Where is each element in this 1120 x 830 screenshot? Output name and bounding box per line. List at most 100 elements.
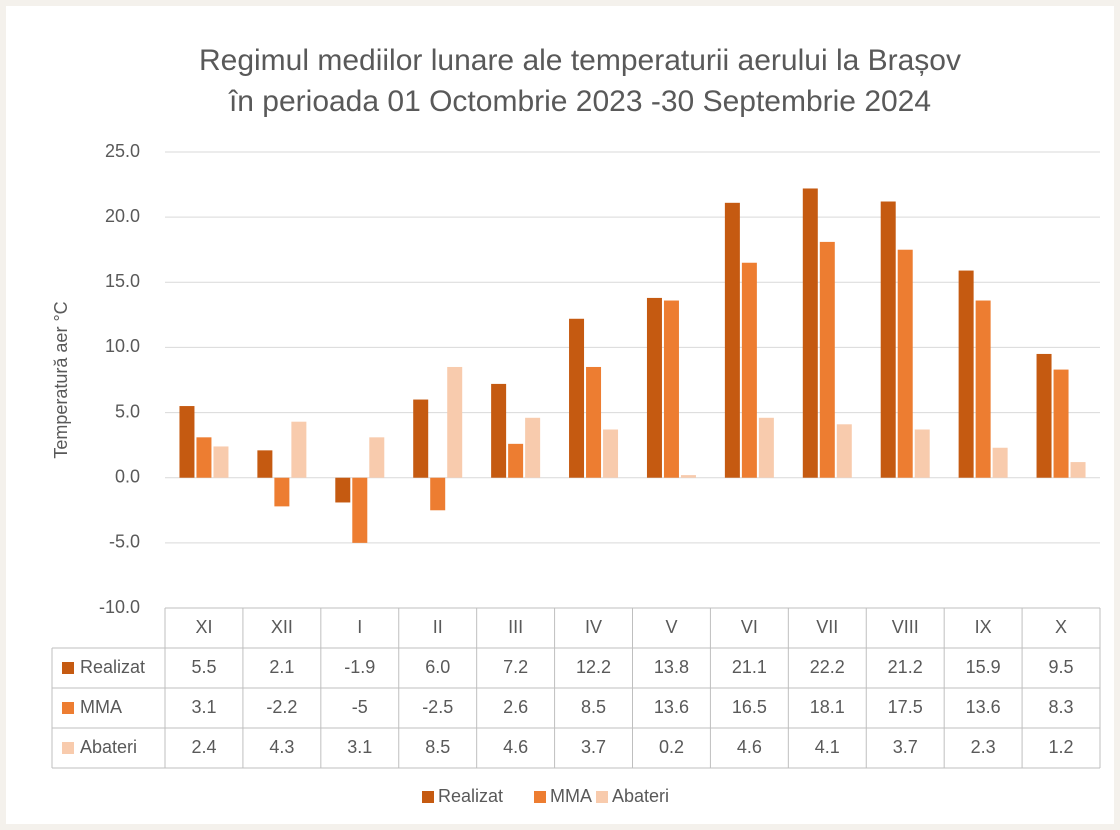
x-tick-label: X: [1055, 617, 1067, 637]
table-row-label: MMA: [80, 697, 122, 717]
data-label: 8.5: [425, 737, 450, 757]
data-label: 7.2: [503, 657, 528, 677]
data-label: 4.6: [737, 737, 762, 757]
data-label: 17.5: [888, 697, 923, 717]
bar: [196, 437, 212, 478]
legend-key: [596, 791, 608, 803]
data-label: -2.5: [422, 697, 453, 717]
data-label: 8.3: [1049, 697, 1074, 717]
bar: [1053, 369, 1069, 478]
bar: [836, 424, 852, 478]
bar: [914, 429, 930, 478]
bar: [257, 450, 273, 478]
chart-title: în perioada 01 Octombrie 2023 -30 Septem…: [228, 85, 931, 118]
bar: [179, 406, 195, 478]
data-label: 13.6: [654, 697, 689, 717]
bar: [758, 417, 774, 478]
data-label: 4.1: [815, 737, 840, 757]
bar: [880, 201, 896, 478]
x-tick-label: II: [433, 617, 443, 637]
bar: [352, 477, 368, 543]
bar: [274, 477, 290, 507]
bar: [525, 417, 541, 478]
legend-label: MMA: [550, 786, 592, 806]
data-label: 2.6: [503, 697, 528, 717]
x-tick-label: I: [357, 617, 362, 637]
bar: [975, 300, 991, 478]
data-label: 21.2: [888, 657, 923, 677]
data-label: 5.5: [191, 657, 216, 677]
bar: [1036, 353, 1052, 478]
data-label: -5: [352, 697, 368, 717]
table-legend-key: [62, 702, 74, 714]
chart-title: Regimul mediilor lunare ale temperaturii…: [199, 44, 961, 77]
bar: [491, 383, 507, 478]
x-tick-label: VIII: [892, 617, 919, 637]
bar: [430, 477, 446, 511]
data-label: 13.8: [654, 657, 689, 677]
legend-label: Abateri: [612, 786, 669, 806]
y-axis-label: Temperatură aer °C: [51, 301, 71, 458]
x-tick-label: VII: [816, 617, 838, 637]
bar: [1070, 462, 1086, 478]
x-tick-label: XII: [271, 617, 293, 637]
bar: [958, 270, 974, 478]
x-tick-label: IV: [585, 617, 602, 637]
bar: [603, 429, 619, 478]
data-label: 1.2: [1049, 737, 1074, 757]
x-tick-label: VI: [741, 617, 758, 637]
data-label: 2.1: [269, 657, 294, 677]
data-label: 3.1: [191, 697, 216, 717]
bar: [897, 249, 913, 478]
data-label: 0.2: [659, 737, 684, 757]
data-label: -1.9: [344, 657, 375, 677]
data-label: 16.5: [732, 697, 767, 717]
data-label: 22.2: [810, 657, 845, 677]
table-legend-key: [62, 662, 74, 674]
bar: [646, 297, 662, 478]
y-tick-label: -5.0: [109, 532, 140, 552]
y-tick-label: 5.0: [115, 401, 140, 421]
bar: [508, 443, 524, 478]
y-tick-label: 0.0: [115, 466, 140, 486]
x-tick-label: III: [508, 617, 523, 637]
y-tick-label: 20.0: [105, 206, 140, 226]
bar: [213, 446, 229, 478]
bar: [819, 241, 835, 478]
bar: [369, 437, 385, 478]
y-tick-label: 10.0: [105, 336, 140, 356]
data-label: 9.5: [1049, 657, 1074, 677]
bar: [569, 318, 585, 478]
bar: [413, 399, 429, 478]
table-legend-key: [62, 742, 74, 754]
bar: [291, 421, 307, 478]
data-label: 18.1: [810, 697, 845, 717]
bar: [447, 366, 463, 478]
data-label: 15.9: [966, 657, 1001, 677]
data-label: 3.7: [893, 737, 918, 757]
bar: [335, 477, 351, 503]
y-tick-label: 15.0: [105, 271, 140, 291]
y-tick-label: -10.0: [99, 597, 140, 617]
data-label: 6.0: [425, 657, 450, 677]
data-label: 2.4: [191, 737, 216, 757]
data-label: 2.3: [971, 737, 996, 757]
data-label: 13.6: [966, 697, 1001, 717]
x-tick-label: IX: [975, 617, 992, 637]
legend-key: [422, 791, 434, 803]
bar: [586, 366, 602, 478]
table-row-label: Realizat: [80, 657, 145, 677]
bar: [680, 475, 696, 478]
chart-area: [6, 6, 1114, 824]
legend-label: Realizat: [438, 786, 503, 806]
bar: [802, 188, 818, 478]
data-label: 3.7: [581, 737, 606, 757]
legend-key: [534, 791, 546, 803]
data-label: -2.2: [266, 697, 297, 717]
y-tick-label: 25.0: [105, 141, 140, 161]
x-tick-label: XI: [195, 617, 212, 637]
data-label: 21.1: [732, 657, 767, 677]
x-tick-label: V: [665, 617, 677, 637]
